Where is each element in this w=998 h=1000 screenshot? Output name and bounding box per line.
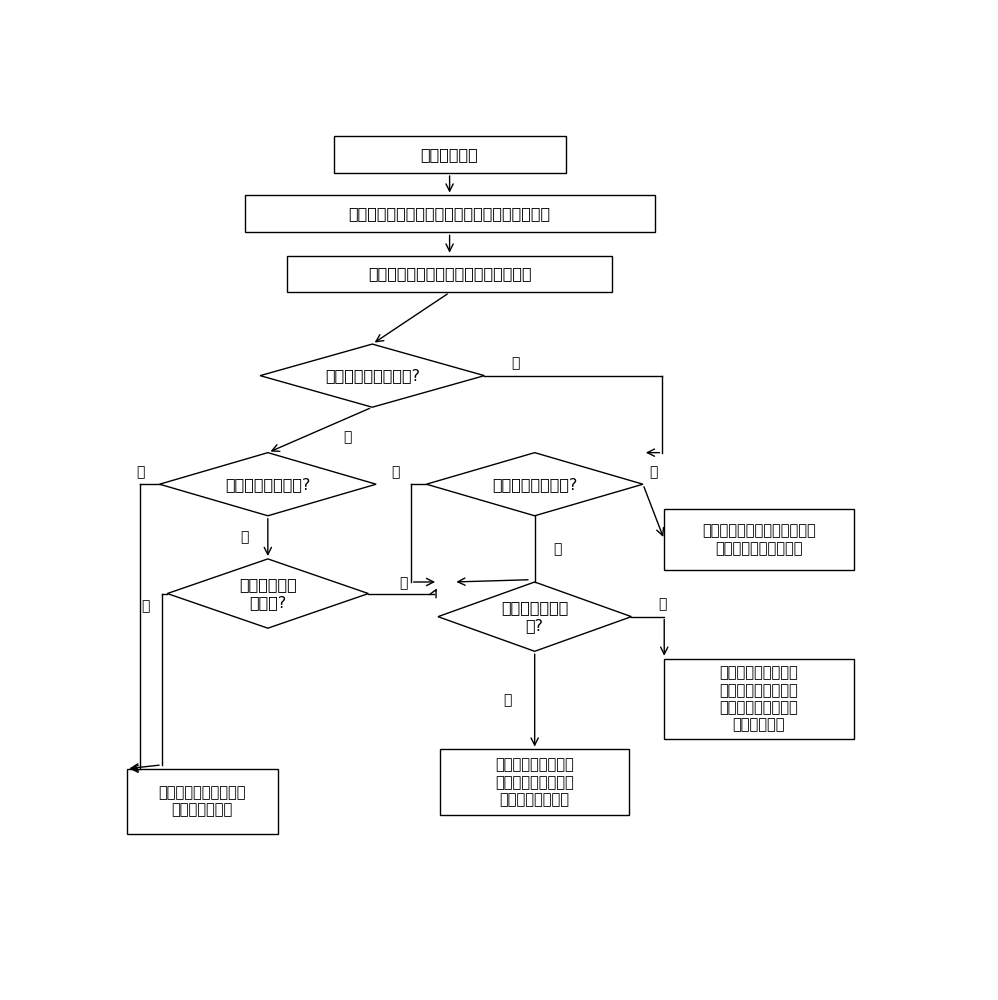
Text: 建立小区模型: 建立小区模型 (421, 147, 478, 162)
Polygon shape (260, 344, 484, 407)
Text: 否: 否 (343, 431, 351, 445)
Bar (665, 509, 853, 570)
Text: 是: 是 (658, 597, 667, 611)
Bar (333, 136, 566, 173)
Text: 是微基站中心用户?: 是微基站中心用户? (226, 477, 310, 492)
Text: 是: 是 (136, 465, 145, 479)
Text: 是宏基站协作用
户?: 是宏基站协作用 户? (501, 600, 569, 633)
Bar (287, 256, 612, 292)
Text: 否: 否 (241, 530, 249, 544)
Text: 是: 是 (511, 356, 520, 370)
Text: 否: 否 (503, 693, 512, 707)
Text: 否: 否 (399, 577, 407, 591)
Text: 微基站使用微基站的频
率对其进行服务: 微基站使用微基站的频 率对其进行服务 (159, 785, 246, 818)
Text: 否: 否 (391, 465, 399, 479)
Text: 宏基站和协作基站使
用相同的预留的频率
对该宏基站协作用户
进行联合传输: 宏基站和协作基站使 用相同的预留的频率 对该宏基站协作用户 进行联合传输 (720, 665, 798, 733)
Bar (127, 769, 277, 834)
Text: 否: 否 (554, 542, 562, 556)
Text: 采用部分频率复用方案给各个基站分配频率资源: 采用部分频率复用方案给各个基站分配频率资源 (348, 206, 551, 221)
Polygon shape (160, 453, 376, 516)
Text: 新用户是宏基站用户?: 新用户是宏基站用户? (324, 368, 420, 383)
Polygon shape (426, 453, 643, 516)
Text: 是: 是 (650, 465, 658, 479)
Text: 是: 是 (142, 599, 150, 613)
Bar (665, 659, 853, 739)
Text: 确定新接入用户的服务基站及用户类型: 确定新接入用户的服务基站及用户类型 (368, 266, 531, 282)
Bar (440, 749, 630, 815)
Text: 是微基站非协
作用户?: 是微基站非协 作用户? (239, 577, 296, 610)
Bar (245, 195, 655, 232)
Text: 宏基站使用边缘区域
频率对其服务，频率
不够用时借用频率: 宏基站使用边缘区域 频率对其服务，频率 不够用时借用频率 (495, 757, 574, 807)
Text: 是宏基站中心用户?: 是宏基站中心用户? (492, 477, 578, 492)
Polygon shape (168, 559, 368, 628)
Text: 宏基站使用中心区域频率对其
服务，并进行功率控制: 宏基站使用中心区域频率对其 服务，并进行功率控制 (703, 523, 815, 556)
Polygon shape (438, 582, 632, 651)
